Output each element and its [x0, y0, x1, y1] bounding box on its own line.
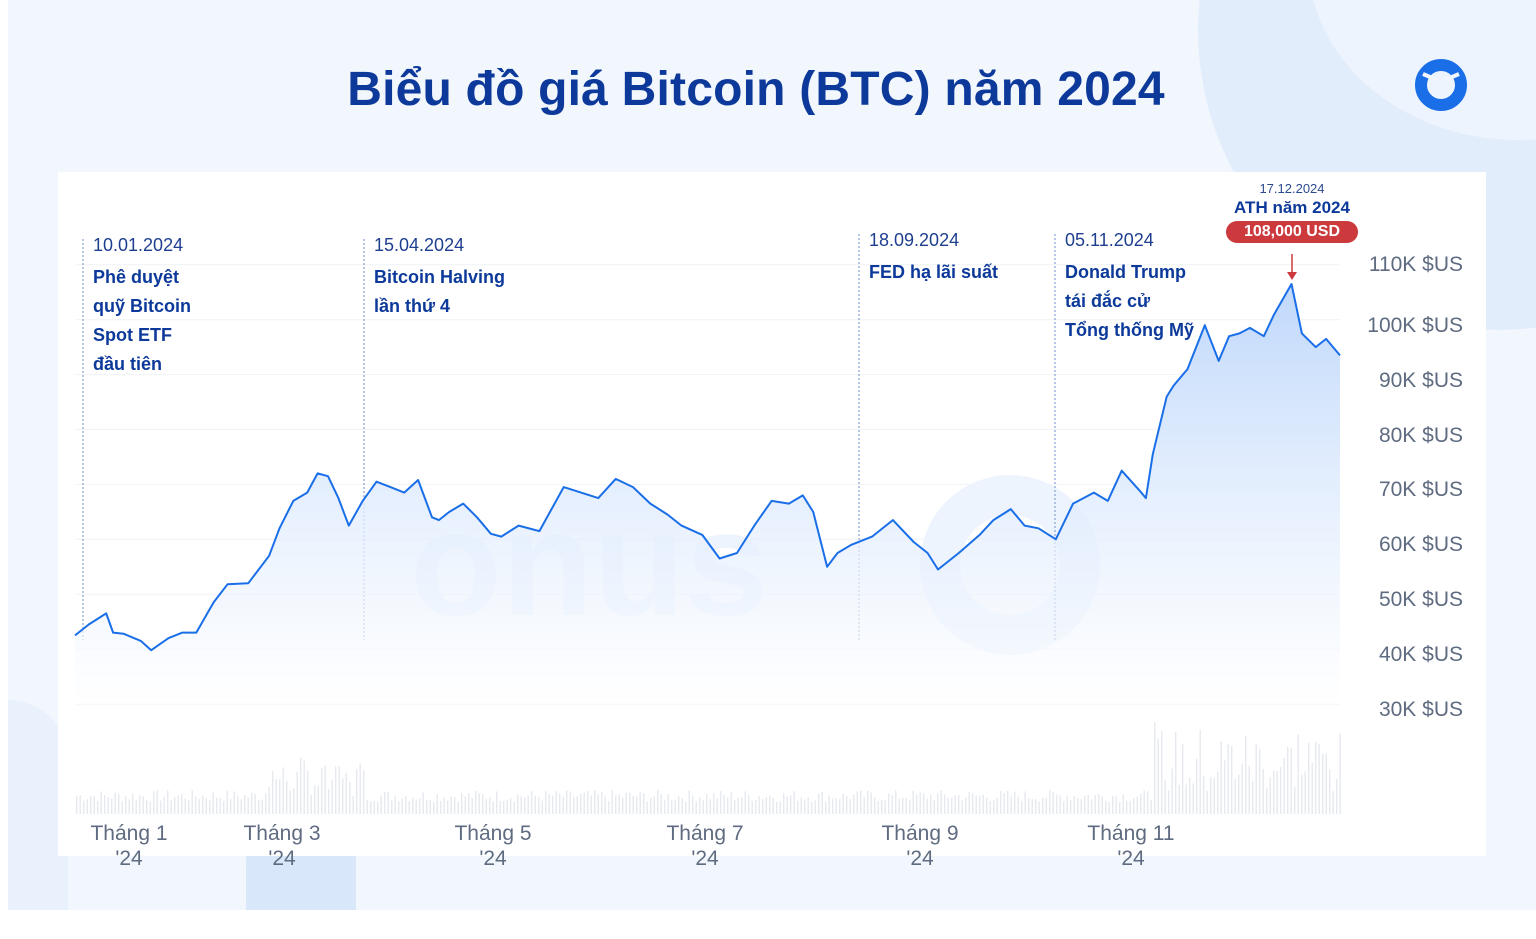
annotation-text: Spot ETF: [93, 325, 172, 345]
page-title: Biểu đồ giá Bitcoin (BTC) năm 2024: [347, 63, 1165, 116]
ath-annotation: 17.12.2024 ATH năm 2024 108,000 USD: [1214, 181, 1370, 243]
annotation-text: tái đắc cử: [1065, 291, 1151, 311]
annotation-text: FED hạ lãi suất: [869, 262, 999, 282]
annotation-2: 15.04.2024 Bitcoin Halving lần thứ 4: [374, 235, 505, 321]
volume-bars: [76, 722, 1341, 814]
annotation-text: Phê duyệt: [93, 267, 180, 287]
y-tick-label: 100K $US: [1367, 313, 1463, 337]
y-tick-label: 70K $US: [1378, 478, 1463, 502]
annotation-text: đầu tiên: [93, 354, 163, 374]
price-area: [75, 284, 1340, 704]
ath-arrow-icon: [1287, 254, 1297, 280]
annotation-date: 10.01.2024: [93, 235, 184, 255]
x-tick-label: Tháng 3'24: [243, 822, 321, 870]
x-tick-label: Tháng 7'24: [666, 822, 744, 870]
annotation-text: Bitcoin Halving: [374, 267, 506, 287]
annotation-text: quỹ Bitcoin: [93, 296, 191, 316]
annotation-text: lần thứ 4: [374, 296, 451, 316]
y-tick-label: 40K $US: [1378, 643, 1463, 667]
annotation-date: 18.09.2024: [869, 230, 960, 250]
x-tick-label: Tháng 11'24: [1087, 822, 1175, 870]
annotation-date: 05.11.2024: [1065, 230, 1154, 250]
y-tick-label: 60K $US: [1378, 533, 1463, 557]
onus-logo-icon: [1415, 59, 1467, 111]
price-line: [74, 283, 1341, 652]
x-tick-label: Tháng 9'24: [881, 822, 959, 870]
annotation-1: 10.01.2024 Phê duyệt quỹ Bitcoin Spot ETF đầ…: [93, 235, 191, 379]
annotation-text: Donald Trump: [1065, 262, 1186, 282]
annotation-4: 05.11.2024 Donald Trump tái đắc cử Tổng thố…: [1065, 230, 1194, 345]
ath-label: ATH năm 2024: [1234, 198, 1350, 217]
x-tick-label: Tháng 1'24: [90, 822, 168, 870]
annotation-date: 15.04.2024: [374, 235, 465, 255]
y-tick-label: 110K $US: [1368, 252, 1463, 276]
y-tick-label: 90K $US: [1378, 368, 1463, 392]
ath-value-badge: 108,000 USD: [1225, 221, 1359, 243]
annotation-lines: [82, 234, 1056, 640]
annotation-3: 18.09.2024 FED hạ lãi suất: [869, 230, 998, 287]
y-tick-label: 50K $US: [1378, 588, 1463, 612]
annotation-text: Tổng thống Mỹ: [1065, 320, 1194, 340]
y-tick-label: 30K $US: [1378, 698, 1463, 721]
ath-date: 17.12.2024: [1259, 181, 1325, 196]
x-tick-label: Tháng 5'24: [454, 822, 532, 870]
y-tick-label: 80K $US: [1378, 423, 1463, 447]
